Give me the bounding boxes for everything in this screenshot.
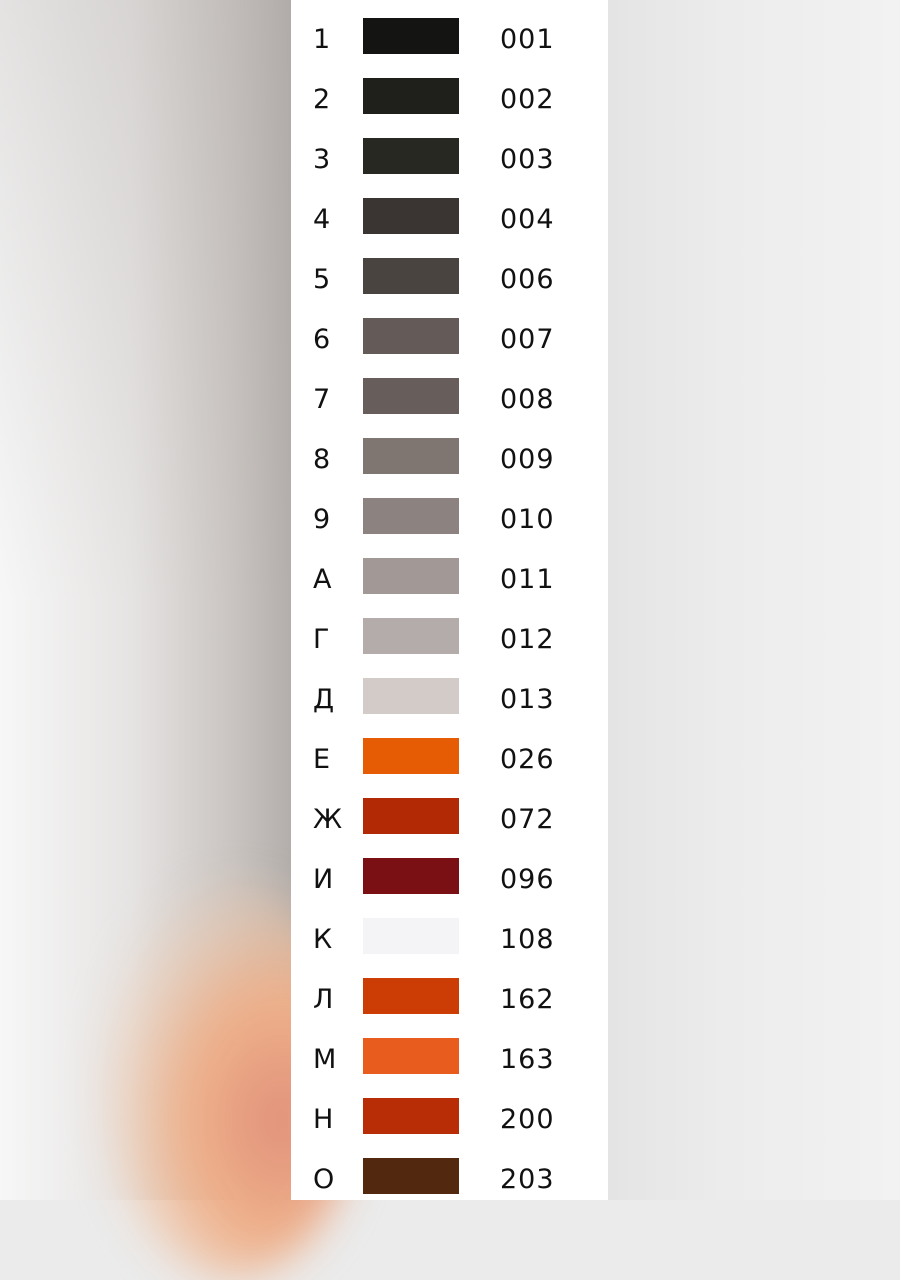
thread-code: 163 [500,1044,555,1075]
color-key-row: 1 001 [291,0,608,60]
thread-code: 006 [500,264,555,295]
symbol: 8 [313,444,331,475]
color-swatch [363,18,459,54]
symbol: 7 [313,384,331,415]
color-swatch [363,978,459,1014]
color-key-row: 2 002 [291,60,608,120]
color-key-row: Л 162 [291,960,608,1020]
symbol: И [313,864,334,895]
color-swatch [363,78,459,114]
color-swatch [363,378,459,414]
thread-code: 012 [500,624,555,655]
color-key-row: Е 026 [291,720,608,780]
thread-code: 002 [500,84,555,115]
thread-code: 026 [500,744,555,775]
color-key-row: К 108 [291,900,608,960]
color-key-row: И 096 [291,840,608,900]
symbol: А [313,564,332,595]
color-swatch [363,258,459,294]
blurred-background-right [608,0,900,1200]
color-key-panel: 1 001 2 002 3 003 4 004 5 006 6 007 7 008 8 009… [291,0,608,1200]
thread-code: 162 [500,984,555,1015]
thread-code: 011 [500,564,555,595]
color-swatch [363,918,459,954]
symbol: 2 [313,84,331,115]
color-swatch [363,738,459,774]
color-key-row: 5 006 [291,240,608,300]
symbol: 6 [313,324,331,355]
color-swatch [363,618,459,654]
thread-code: 008 [500,384,555,415]
symbol: Ж [313,804,343,835]
color-swatch [363,198,459,234]
symbol: 4 [313,204,331,235]
thread-code: 200 [500,1104,555,1135]
thread-code: 203 [500,1164,555,1195]
thread-code: 108 [500,924,555,955]
thread-code: 001 [500,24,555,55]
thread-code: 003 [500,144,555,175]
symbol: Л [313,984,334,1015]
thread-code: 004 [500,204,555,235]
color-swatch [363,558,459,594]
color-swatch [363,318,459,354]
color-swatch [363,1158,459,1194]
symbol: 9 [313,504,331,535]
symbol: О [313,1164,335,1195]
color-key-row: 9 010 [291,480,608,540]
symbol: К [313,924,333,955]
symbol: Г [313,624,330,655]
color-key-row: О 203 [291,1140,608,1200]
thread-code: 010 [500,504,555,535]
color-swatch [363,1098,459,1134]
thread-code: 009 [500,444,555,475]
color-key-row: Г 012 [291,600,608,660]
color-key-row: 4 004 [291,180,608,240]
symbol: М [313,1044,337,1075]
color-key-row: М 163 [291,1020,608,1080]
color-key-row: 3 003 [291,120,608,180]
color-swatch [363,138,459,174]
color-key-row: А 011 [291,540,608,600]
color-swatch [363,858,459,894]
color-swatch [363,678,459,714]
symbol: 3 [313,144,331,175]
color-swatch [363,798,459,834]
symbol: 5 [313,264,331,295]
color-key-row: 8 009 [291,420,608,480]
color-key-row: 6 007 [291,300,608,360]
color-key-row: Ж 072 [291,780,608,840]
thread-code: 007 [500,324,555,355]
symbol: Н [313,1104,334,1135]
symbol: Д [313,684,335,715]
symbol: Е [313,744,331,775]
color-swatch [363,1038,459,1074]
symbol: 1 [313,24,331,55]
thread-code: 013 [500,684,555,715]
thread-code: 072 [500,804,555,835]
color-swatch [363,438,459,474]
color-key-row: 7 008 [291,360,608,420]
thread-code: 096 [500,864,555,895]
color-key-row: Н 200 [291,1080,608,1140]
color-key-row: Д 013 [291,660,608,720]
color-swatch [363,498,459,534]
